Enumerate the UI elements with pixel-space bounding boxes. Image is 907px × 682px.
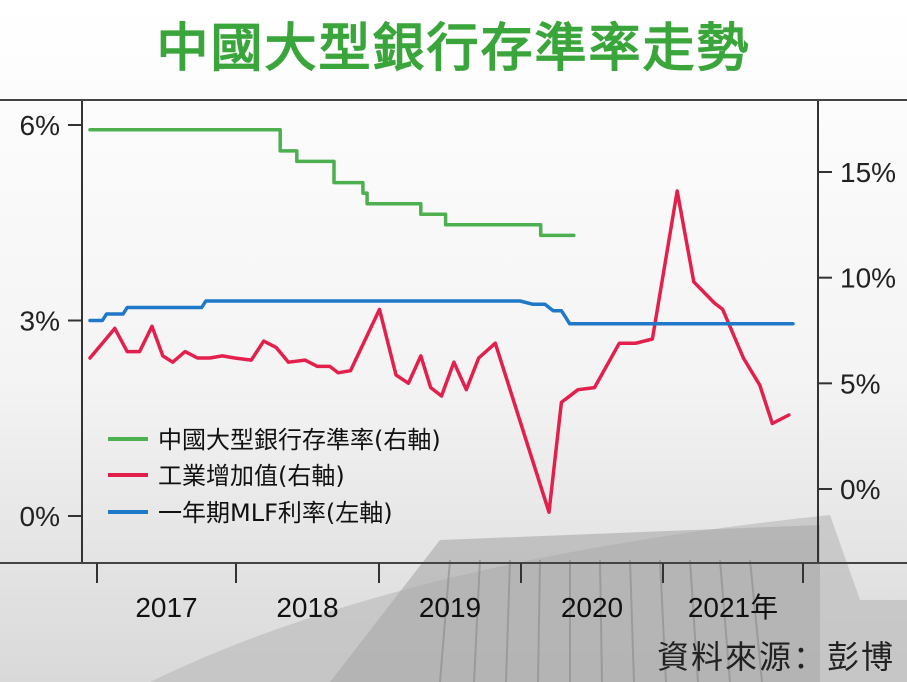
x-tick-label: 2018 bbox=[276, 592, 338, 623]
left-tick-label: 6% bbox=[20, 110, 60, 141]
series-line-industrial bbox=[88, 189, 791, 514]
legend-label: 工業增加值(右軸) bbox=[158, 462, 345, 490]
axes-group: 0% 3% 6% 0% 5% 10% 15% 2017 2018 2019 2020 2021年 bbox=[0, 99, 907, 623]
chart-title: 中國大型銀行存準率走勢 bbox=[156, 19, 751, 79]
legend-label: 一年期MLF利率(左軸) bbox=[158, 499, 393, 527]
x-tick-label: 2021年 bbox=[688, 592, 778, 623]
right-tick-label: 15% bbox=[840, 157, 896, 188]
series-line-rrr bbox=[88, 127, 576, 238]
series-group bbox=[88, 127, 795, 514]
legend: 中國大型銀行存準率(右軸) 工業增加值(右軸) 一年期MLF利率(左軸) bbox=[108, 426, 441, 527]
right-tick-label: 0% bbox=[840, 474, 880, 505]
right-tick-label: 5% bbox=[840, 368, 880, 399]
legend-label: 中國大型銀行存準率(右軸) bbox=[158, 426, 441, 454]
x-tick-label: 2017 bbox=[135, 592, 197, 623]
x-tick-label: 2019 bbox=[419, 592, 481, 623]
left-tick-label: 0% bbox=[20, 501, 60, 532]
source-note: 資料來源：彭博 bbox=[656, 638, 895, 676]
series-line-mlf bbox=[88, 299, 795, 326]
right-tick-label: 10% bbox=[840, 263, 896, 294]
left-tick-label: 3% bbox=[20, 306, 60, 337]
x-tick-label: 2020 bbox=[561, 592, 623, 623]
